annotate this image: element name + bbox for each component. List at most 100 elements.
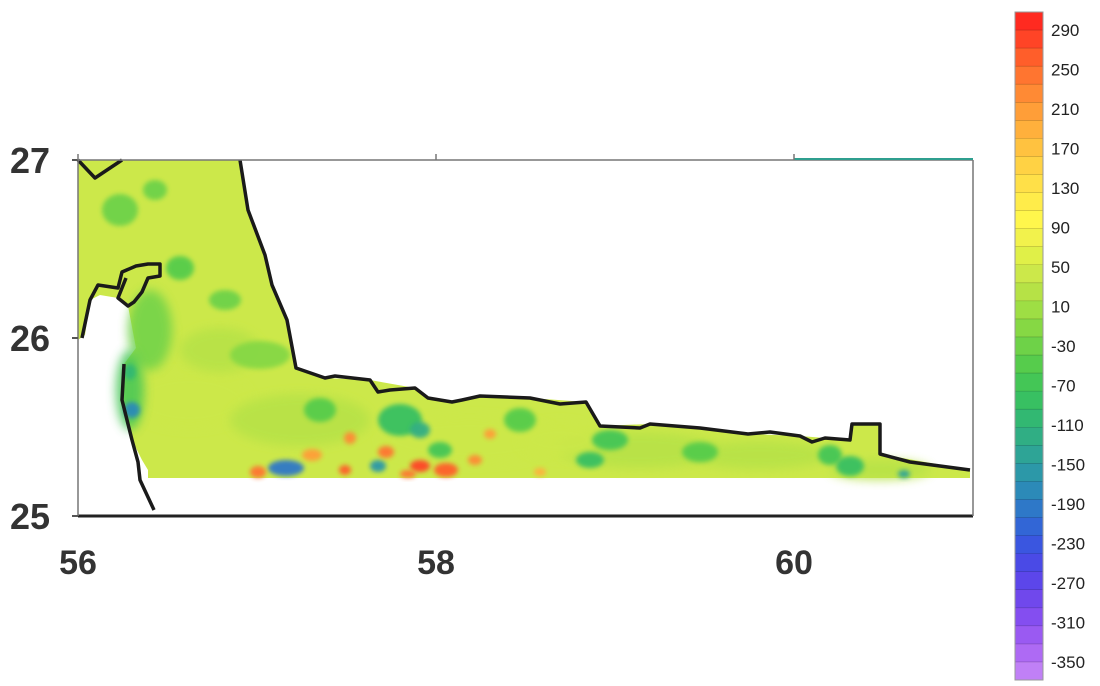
field-blotch (209, 290, 241, 310)
field-blotch (428, 442, 452, 458)
field-blotch (250, 466, 266, 478)
colorbar-label: -190 (1051, 495, 1085, 514)
colorbar-swatch (1015, 553, 1043, 573)
colorbar-swatch (1015, 571, 1043, 591)
field-blotch (124, 402, 140, 418)
coastline-oman-south (120, 363, 156, 511)
colorbar-swatch (1015, 300, 1043, 320)
field-blotch (128, 290, 172, 370)
colorbar-swatch (1015, 481, 1043, 500)
field-blotch (410, 422, 430, 438)
field-blotch (370, 460, 386, 472)
field-blotch (339, 465, 351, 475)
colorbar-swatch (1015, 643, 1043, 663)
field-blotch (534, 468, 546, 476)
colorbar-swatch (1015, 445, 1043, 464)
field-blotch (410, 460, 430, 472)
map-field (78, 160, 970, 480)
y-tick-label: 27 (10, 140, 50, 181)
colorbar-label: 10 (1051, 298, 1070, 317)
colorbar-swatch (1015, 84, 1043, 103)
field-blotch (302, 449, 322, 461)
colorbar-swatch (1015, 12, 1043, 31)
colorbar-label: -30 (1051, 337, 1076, 356)
colorbar-swatch (1015, 589, 1043, 609)
colorbar-swatch (1015, 120, 1043, 139)
colorbar-swatch (1015, 48, 1043, 67)
colorbar-label: 90 (1051, 219, 1070, 238)
field-blotch (468, 455, 482, 465)
colorbar-swatch (1015, 102, 1043, 121)
field-blotch (690, 441, 830, 469)
coastline-iran (238, 159, 971, 472)
colorbar-label: -350 (1051, 653, 1085, 672)
colorbar-swatch (1015, 192, 1043, 212)
colorbar-swatch (1015, 156, 1043, 175)
colorbar-swatch (1015, 409, 1043, 428)
colorbar-swatch (1015, 138, 1043, 157)
field-blotch (682, 442, 718, 462)
colorbar-label: -270 (1051, 574, 1085, 593)
colorbar-swatch (1015, 463, 1043, 482)
colorbar-border (1014, 11, 1044, 681)
field-blotch (116, 350, 144, 430)
colorbar-label: 290 (1051, 21, 1079, 40)
field-blotch (304, 398, 336, 422)
plot-frame (77, 158, 974, 518)
field-blotch (400, 470, 416, 478)
y-tick-label: 25 (10, 496, 50, 537)
field-blotch (268, 460, 304, 476)
colorbar-label: -230 (1051, 534, 1085, 553)
colorbar-swatch (1015, 427, 1043, 446)
y-tick-label: 26 (10, 318, 50, 359)
x-tick-label: 58 (417, 544, 455, 582)
field-blotch (898, 470, 910, 478)
colorbar-label: -310 (1051, 613, 1085, 632)
coastline (76, 158, 971, 511)
colorbar-swatch (1015, 607, 1043, 627)
field-blotch (102, 194, 138, 226)
colorbar-label: 210 (1051, 100, 1079, 119)
colorbar: 290 250 210 170 130 90 50 10 -30 -70 -110 -150 -190 -… (1014, 11, 1085, 681)
colorbar-swatch (1015, 282, 1043, 302)
field-blotch (434, 463, 458, 477)
field-blotch (344, 432, 356, 444)
colorbar-swatch (1015, 174, 1043, 194)
field-blotch (836, 456, 864, 476)
colorbar-swatch (1015, 246, 1043, 266)
colorbar-swatch (1015, 336, 1043, 356)
colorbar-swatch (1015, 30, 1043, 49)
colorbar-swatch (1015, 517, 1043, 537)
field-blotch (818, 445, 842, 465)
field-blotch (504, 408, 536, 432)
colorbar-label: 50 (1051, 258, 1070, 277)
field-blotch (124, 364, 136, 380)
coastline-north (76, 158, 123, 180)
colorbar-label: 130 (1051, 179, 1079, 198)
colorbar-label: -70 (1051, 376, 1076, 395)
field-blotch (378, 446, 394, 458)
colorbar-swatch (1015, 228, 1043, 248)
x-tick-label: 56 (59, 544, 97, 582)
coastline-oman (80, 262, 162, 339)
field-blotch (592, 430, 628, 450)
colorbar-swatch (1015, 391, 1043, 410)
colorbar-swatch (1015, 535, 1043, 555)
colorbar-swatch (1015, 355, 1043, 374)
field-blotch (576, 452, 604, 468)
colorbar-label: -110 (1051, 416, 1084, 435)
colorbar-label: 250 (1051, 61, 1079, 80)
field-blotch (130, 372, 250, 428)
field-blotches (102, 180, 930, 480)
colorbar-swatch (1015, 264, 1043, 284)
colorbar-swatch (1015, 499, 1043, 519)
field-blotch (230, 341, 290, 369)
colorbar-swatch (1015, 373, 1043, 392)
field-blotch (143, 180, 167, 200)
field-blotch (484, 429, 496, 439)
colorbar-label: -150 (1051, 455, 1085, 474)
field-blotch (520, 422, 600, 458)
x-tick-label: 60 (775, 544, 813, 582)
